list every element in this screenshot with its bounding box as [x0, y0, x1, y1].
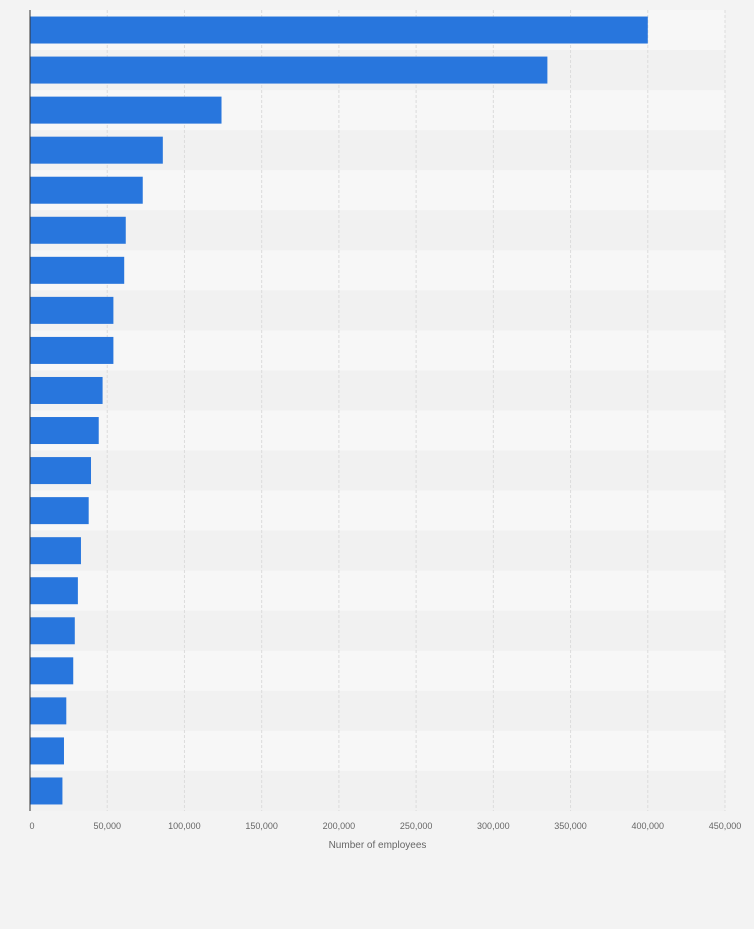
bar[interactable] [30, 296, 114, 324]
row-band [30, 730, 725, 771]
bar[interactable] [30, 737, 64, 765]
bars [30, 16, 648, 805]
row-band [30, 370, 725, 411]
row-band [30, 690, 725, 731]
row-band [30, 530, 725, 571]
row-band [30, 330, 725, 371]
row-band [30, 490, 725, 531]
x-tick-label: 300,000 [477, 821, 510, 831]
x-tick-label: 0 [29, 821, 34, 831]
x-axis-ticks: 0 50,000 100,000 150,000 200,000 250,000 300,0… [29, 821, 741, 831]
row-band [30, 210, 725, 251]
row-band [30, 450, 725, 491]
bar[interactable] [30, 56, 548, 84]
row-band [30, 770, 725, 811]
x-tick-label: 450,000 [709, 821, 742, 831]
row-band [30, 250, 725, 291]
bar[interactable] [30, 376, 103, 404]
bar[interactable] [30, 256, 125, 284]
x-tick-label: 350,000 [554, 821, 587, 831]
row-bands [30, 10, 725, 811]
gridlines [106, 10, 726, 811]
x-axis-title: Number of employees [329, 840, 427, 851]
bar[interactable] [30, 136, 163, 164]
bar[interactable] [30, 216, 126, 244]
x-tick-label: 50,000 [93, 821, 121, 831]
bar[interactable] [30, 16, 648, 44]
bar[interactable] [30, 497, 89, 525]
bar[interactable] [30, 617, 75, 645]
x-tick-label: 400,000 [632, 821, 665, 831]
bar[interactable] [30, 457, 92, 485]
x-tick-label: 250,000 [400, 821, 433, 831]
x-tick-label: 150,000 [245, 821, 278, 831]
bar[interactable] [30, 657, 74, 685]
row-band [30, 410, 725, 451]
x-tick-label: 100,000 [168, 821, 201, 831]
row-band [30, 610, 725, 651]
bar[interactable] [30, 777, 63, 805]
bar[interactable] [30, 537, 81, 565]
row-band [30, 170, 725, 211]
row-band [30, 290, 725, 331]
x-tick-label: 200,000 [323, 821, 356, 831]
bar[interactable] [30, 697, 67, 725]
bar[interactable] [30, 336, 114, 364]
bar[interactable] [30, 417, 99, 445]
bar[interactable] [30, 176, 143, 204]
bar[interactable] [30, 96, 222, 124]
row-band [30, 650, 725, 691]
row-band [30, 570, 725, 611]
bar[interactable] [30, 577, 78, 605]
